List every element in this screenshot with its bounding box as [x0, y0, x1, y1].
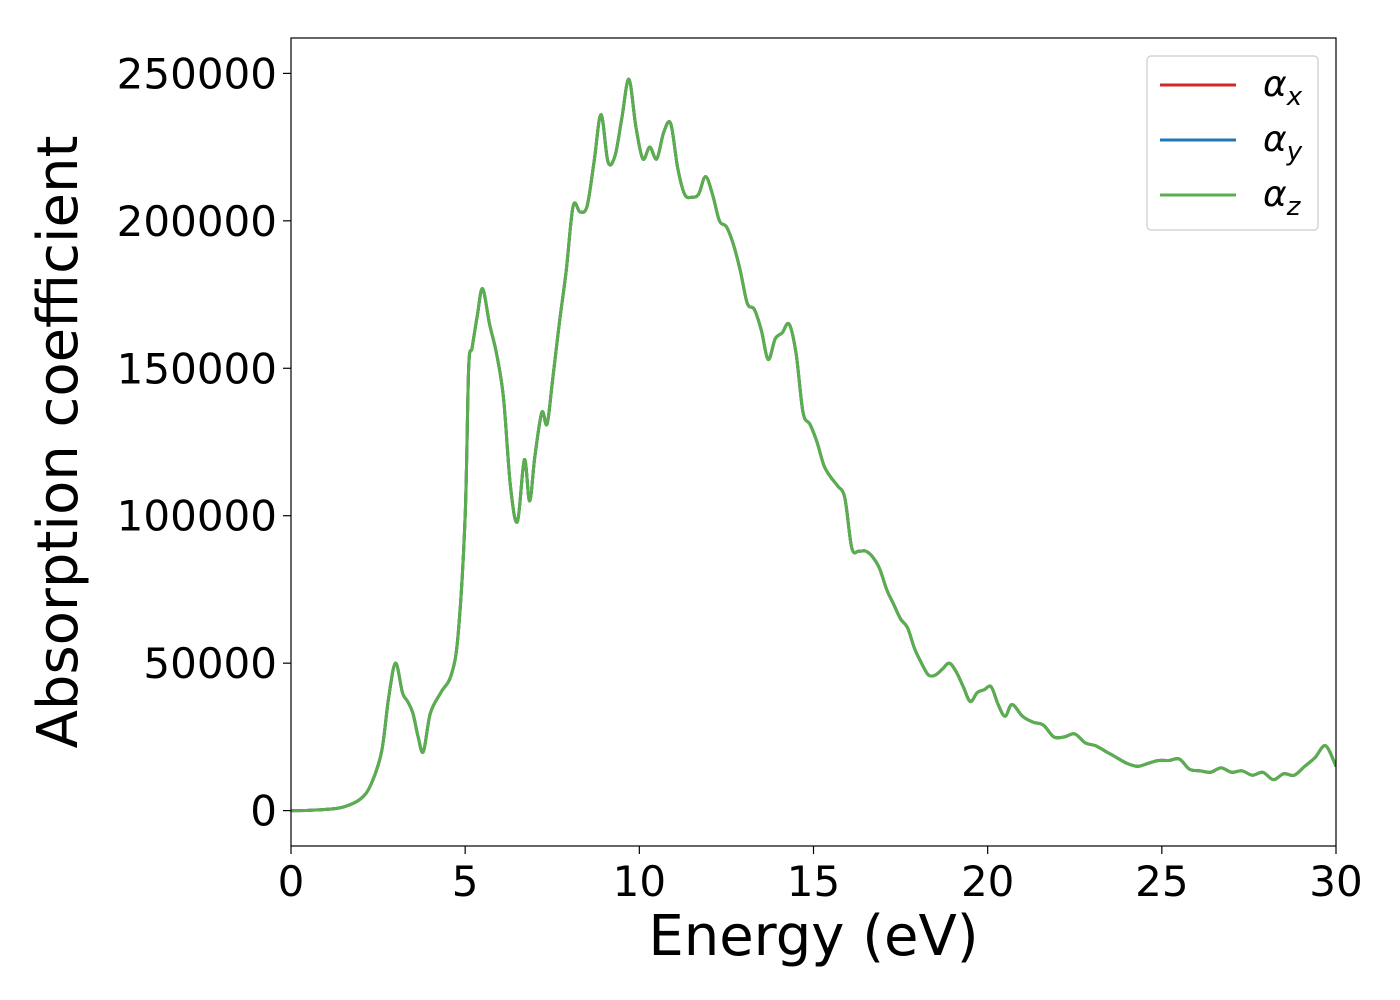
legend-entry-symbol: α: [1263, 174, 1287, 215]
series-line-alpha-z: [291, 77, 1336, 813]
legend-entry-subscript: z: [1286, 192, 1302, 222]
x-tick-label: 20: [961, 857, 1014, 906]
legend-box: [1146, 55, 1319, 231]
x-tick-label: 0: [278, 857, 305, 906]
y-axis: 0 50000 100000 150000 200000 250000: [117, 49, 291, 836]
y-tick-label: 0: [250, 787, 277, 836]
y-tick-label: 250000: [117, 49, 277, 98]
x-axis: 0 5 10 15 20 25 30: [278, 846, 1363, 906]
legend-entry-symbol: α: [1263, 64, 1287, 105]
legend-entry-subscript: y: [1286, 137, 1303, 167]
y-tick-label: 150000: [117, 344, 277, 393]
legend-entry-subscript: x: [1286, 82, 1303, 112]
legend-entry-symbol: α: [1263, 119, 1287, 160]
x-tick-label: 25: [1135, 857, 1188, 906]
y-axis-label: Absorption coefficient: [26, 136, 91, 749]
y-tick-label: 50000: [143, 639, 277, 688]
x-tick-label: 5: [452, 857, 479, 906]
legend-entry-label: αy: [1263, 119, 1303, 167]
x-axis-label: Energy (eV): [648, 904, 978, 969]
y-tick-label: 200000: [117, 197, 277, 246]
x-tick-label: 15: [787, 857, 840, 906]
x-tick-label: 10: [613, 857, 666, 906]
x-tick-label: 30: [1309, 857, 1362, 906]
legend-entry-label: αx: [1263, 64, 1303, 112]
plot-frame: [290, 37, 1337, 847]
legend-entry-label: αz: [1263, 174, 1302, 222]
y-tick-label: 100000: [117, 492, 277, 541]
plot-area: [291, 77, 1336, 813]
